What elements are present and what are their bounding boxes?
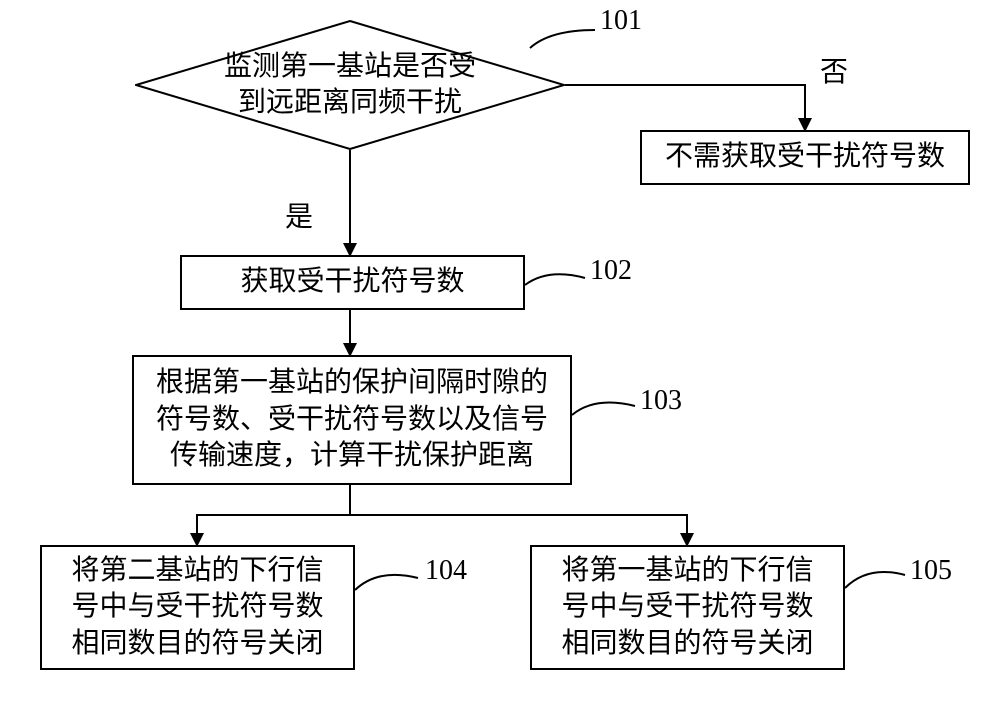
callout-101: 101 [600, 5, 642, 37]
leader-104 [355, 575, 418, 590]
edge-label-no: 否 [820, 50, 848, 90]
second-bs-node: 将第二基站的下行信 号中与受干扰符号数 相同数目的符号关闭 [40, 545, 355, 670]
second-bs-text: 将第二基站的下行信 号中与受干扰符号数 相同数目的符号关闭 [71, 553, 323, 662]
compute-text: 根据第一基站的保护间隔时隙的 符号数、受干扰符号数以及信号 传输速度，计算干扰保… [156, 365, 548, 474]
callout-103: 103 [640, 385, 682, 417]
leader-105 [845, 572, 905, 588]
callout-105: 105 [910, 555, 952, 587]
first-bs-text: 将第一基站的下行信 号中与受干扰符号数 相同数目的符号关闭 [561, 553, 813, 662]
no-need-text: 不需获取受干扰符号数 [665, 139, 945, 175]
callout-102: 102 [590, 255, 632, 287]
decision-node: 监测第一基站是否受 到远距离同频干扰 [135, 20, 565, 150]
compute-node: 根据第一基站的保护间隔时隙的 符号数、受干扰符号数以及信号 传输速度，计算干扰保… [132, 355, 572, 485]
leader-102 [525, 274, 585, 285]
first-bs-node: 将第一基站的下行信 号中与受干扰符号数 相同数目的符号关闭 [530, 545, 845, 670]
no-need-node: 不需获取受干扰符号数 [640, 130, 970, 185]
leader-103 [572, 403, 635, 415]
callout-104: 104 [425, 555, 467, 587]
get-count-node: 获取受干扰符号数 [180, 255, 525, 310]
edge-decision-noneed [565, 85, 805, 130]
decision-text: 监测第一基站是否受 到远距离同频干扰 [135, 20, 565, 150]
edge-compute-secondbs [197, 485, 350, 545]
get-count-text: 获取受干扰符号数 [240, 264, 464, 300]
edge-compute-firstbs [350, 485, 687, 545]
edge-label-yes: 是 [285, 195, 313, 235]
